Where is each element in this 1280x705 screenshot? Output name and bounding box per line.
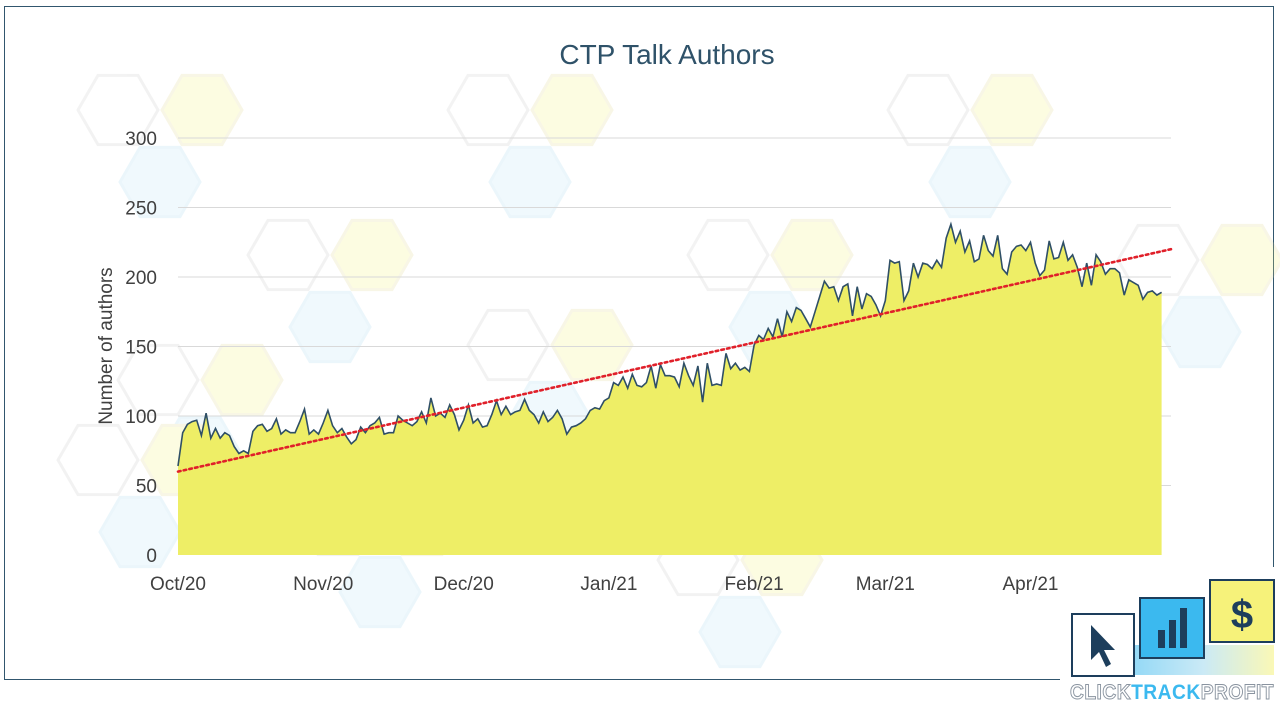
x-tick-label: Mar/21 xyxy=(856,574,915,595)
x-tick-label: Feb/21 xyxy=(725,574,784,595)
x-tick-label: Jan/21 xyxy=(580,574,637,595)
x-axis-ticks: Oct/20 Nov/20 Dec/20 Jan/21 Feb/21 Mar/21 Apr/… xyxy=(150,574,1058,595)
svg-text:$: $ xyxy=(1231,593,1253,637)
trend-line xyxy=(176,247,1173,473)
x-tick-label: Nov/20 xyxy=(293,574,353,595)
watermark-pattern xyxy=(56,73,1280,669)
x-tick-label: Dec/20 xyxy=(434,574,494,595)
watermark-tile xyxy=(886,73,1054,219)
y-tick-label: 100 xyxy=(125,407,157,428)
logo-text-track: TRACK xyxy=(1131,681,1201,704)
logo-text-profit: PROFIT xyxy=(1201,681,1274,704)
dollar-icon: $ xyxy=(1209,579,1275,643)
x-tick-label: Oct/20 xyxy=(150,574,206,595)
y-tick-label: 300 xyxy=(125,129,157,150)
x-tick-label: Apr/21 xyxy=(1002,574,1058,595)
y-tick-label: 0 xyxy=(146,546,157,567)
svg-text:CLICKTRACKPROFIT: CLICKTRACKPROFIT xyxy=(1070,681,1274,704)
chart-title: CTP Talk Authors xyxy=(559,39,774,70)
y-axis-title: Number of authors xyxy=(96,267,117,424)
y-tick-label: 250 xyxy=(125,199,157,220)
y-axis-ticks: 0 50 100 150 200 250 300 xyxy=(125,129,157,567)
authors-area xyxy=(178,224,1162,555)
logo-text-click: CLICK xyxy=(1070,681,1131,704)
watermark-tile xyxy=(446,73,614,219)
authors-line xyxy=(177,221,1163,467)
cursor-icon xyxy=(1071,613,1135,677)
watermark-tile xyxy=(76,73,244,219)
y-tick-label: 200 xyxy=(125,268,157,289)
y-tick-label: 50 xyxy=(136,477,157,498)
watermark-tile xyxy=(246,218,414,364)
bar-chart-icon xyxy=(1139,597,1205,659)
clicktrackprofit-logo: $ CLICKTRACKPROFIT xyxy=(1060,567,1280,705)
watermark-tile xyxy=(1116,223,1280,369)
y-tick-label: 150 xyxy=(125,338,157,359)
